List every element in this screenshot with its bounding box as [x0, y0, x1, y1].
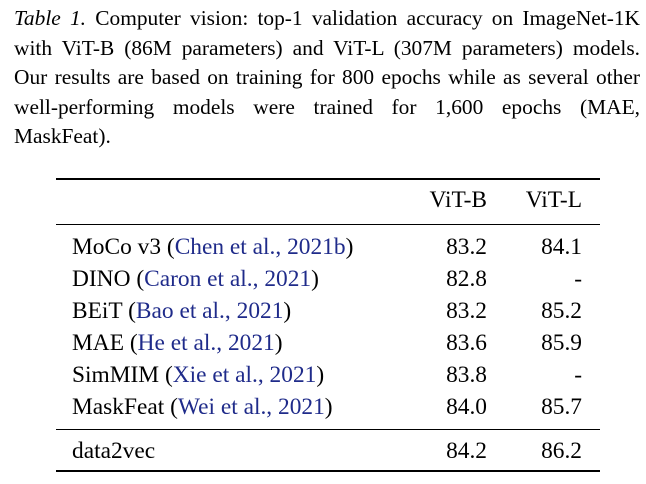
citation-link[interactable]: Wei et al., 2021: [178, 394, 325, 420]
cite-open: (: [170, 394, 178, 420]
cite-year: 2021: [278, 394, 325, 420]
table-row-method: MoCo v3 (Chen et al., 2021b): [72, 234, 353, 260]
vit-l-value: -: [574, 362, 582, 388]
table-row-method: MAE (He et al., 2021): [72, 330, 283, 356]
header-rule: [56, 224, 600, 225]
method-name: MAE: [72, 330, 124, 356]
header-vit-b: ViT-B: [429, 187, 487, 213]
cite-open: (: [129, 330, 138, 356]
cite-year: 2021: [236, 298, 284, 324]
cite-close: ): [274, 330, 283, 356]
cite-open: (: [164, 362, 173, 388]
data2vec-vit-b-value: 84.2: [446, 438, 487, 464]
table-bottom-rule: [56, 470, 600, 472]
citation-link[interactable]: Bao et al., 2021: [136, 298, 283, 324]
cite-year: 2021: [227, 330, 275, 356]
citation-link[interactable]: Xie et al., 2021: [173, 362, 317, 388]
table-row-method: DINO (Caron et al., 2021): [72, 266, 319, 292]
header-vit-l: ViT-L: [525, 187, 582, 213]
vit-l-value: 84.1: [541, 234, 582, 260]
cite-close: ): [283, 298, 292, 324]
vit-b-value: 82.8: [446, 266, 487, 292]
cite-authors: Caron et al.,: [144, 266, 259, 292]
citation-link[interactable]: Caron et al., 2021: [144, 266, 311, 292]
vit-l-value: 85.7: [541, 394, 582, 420]
vit-l-value: -: [574, 266, 582, 292]
cite-authors: Xie et al.,: [172, 362, 264, 388]
method-name: MoCo v3: [72, 234, 162, 260]
table-row-method: SimMIM (Xie et al., 2021): [72, 362, 324, 388]
cite-open: (: [128, 298, 136, 324]
cite-close: ): [316, 362, 325, 388]
method-name: DINO: [72, 266, 131, 292]
vit-b-value: 83.2: [446, 234, 487, 260]
cite-year: 2021: [264, 266, 312, 292]
cite-close: ): [311, 266, 319, 292]
table-top-rule: [56, 178, 600, 180]
cite-authors: He et al.,: [137, 330, 223, 356]
cite-year: 2021b: [287, 234, 346, 260]
vit-b-value: 83.2: [446, 298, 487, 324]
result-separator-rule: [56, 429, 600, 430]
vit-l-value: 85.9: [541, 330, 582, 356]
citation-link[interactable]: He et al., 2021: [138, 330, 275, 356]
cite-open: (: [136, 266, 145, 292]
table-row-method: BEiT (Bao et al., 2021): [72, 298, 291, 324]
vit-b-value: 83.8: [446, 362, 487, 388]
cite-authors: Wei et al.,: [177, 394, 273, 420]
cite-authors: Chen et al.,: [174, 234, 282, 260]
vit-b-value: 83.6: [446, 330, 487, 356]
method-name: SimMIM: [72, 362, 160, 388]
caption-text: Computer vision: top-1 validation accura…: [14, 6, 640, 148]
data2vec-vit-l-value: 86.2: [541, 438, 582, 464]
cite-year: 2021: [269, 362, 317, 388]
vit-l-value: 85.2: [541, 298, 582, 324]
cite-open: (: [166, 234, 175, 260]
vit-b-value: 84.0: [446, 394, 487, 420]
citation-link[interactable]: Chen et al., 2021b: [175, 234, 346, 260]
caption-label: Table 1.: [14, 6, 87, 30]
cite-close: ): [324, 394, 333, 420]
method-name: BEiT: [72, 298, 123, 324]
method-name: MaskFeat: [72, 394, 165, 420]
cite-authors: Bao et al.,: [135, 298, 231, 324]
cite-close: ): [345, 234, 354, 260]
table-row-method: MaskFeat (Wei et al., 2021): [72, 394, 333, 420]
data2vec-method-name: data2vec: [72, 438, 156, 464]
table-caption: Table 1. Computer vision: top-1 validati…: [14, 4, 640, 152]
